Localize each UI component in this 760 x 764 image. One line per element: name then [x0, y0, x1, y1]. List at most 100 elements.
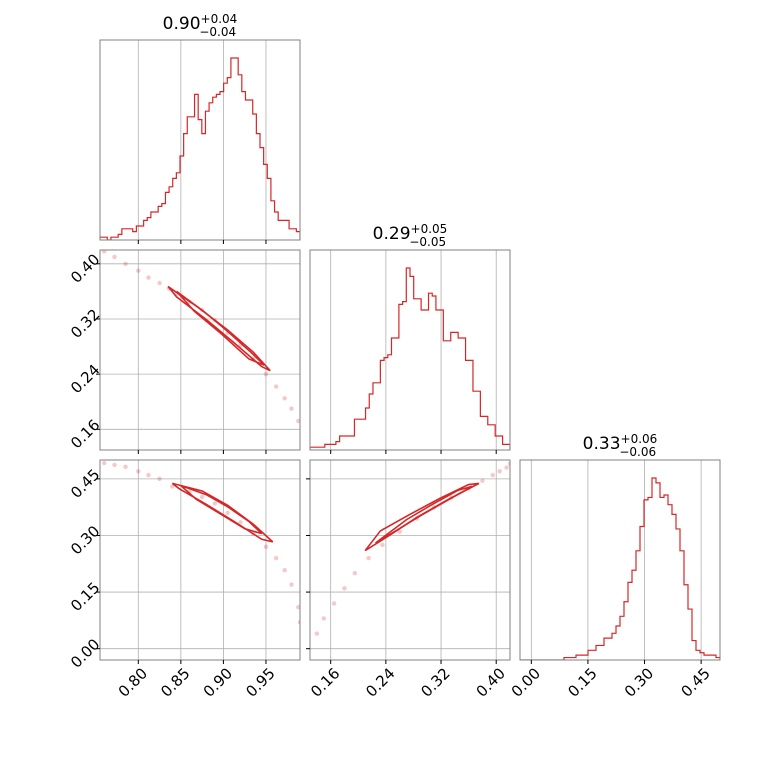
x-tick-label: 0.15 — [564, 664, 600, 700]
scatter-point — [321, 616, 326, 621]
scatter-point — [504, 465, 509, 470]
title-lower: −0.05 — [409, 235, 446, 249]
title-upper: +0.06 — [621, 432, 658, 446]
scatter-point — [123, 261, 128, 266]
panel-title: 0.90+0.04 −0.04 — [163, 12, 238, 39]
scatter-point — [170, 484, 175, 489]
x-tick-label: 0.45 — [678, 664, 714, 700]
scatter-point — [480, 478, 485, 483]
title-lower: −0.04 — [199, 25, 236, 39]
scatter-point — [331, 601, 337, 606]
density-contour — [175, 290, 265, 366]
scatter-point — [136, 469, 141, 474]
panel-frame — [99, 459, 301, 661]
scatter-point — [102, 250, 107, 254]
title-lower: −0.06 — [619, 445, 656, 459]
scatter-point — [102, 460, 107, 466]
hist-panel: 0.90+0.04 −0.04 — [99, 12, 301, 244]
panel-data — [102, 250, 300, 424]
panel-frame — [99, 249, 301, 451]
scatter-point — [297, 620, 300, 625]
scatter-point — [157, 476, 162, 482]
scatter-point — [282, 396, 287, 401]
scatter-point — [225, 510, 230, 516]
panel-data — [100, 57, 300, 240]
x-tick-label: 0.32 — [417, 664, 453, 700]
y-tick-label: 0.00 — [67, 635, 103, 671]
scatter-point — [289, 406, 294, 411]
scatter-point — [212, 501, 218, 506]
x-tick-label: 0.16 — [307, 664, 343, 700]
histogram-step — [520, 477, 720, 660]
y-tick-label: 0.40 — [67, 250, 103, 286]
scatter-point — [273, 384, 279, 389]
title-value: 0.33 — [583, 434, 621, 454]
scatter-point — [352, 571, 358, 576]
x-tick-label: 0.80 — [115, 664, 151, 700]
scatter-point — [366, 555, 371, 561]
y-tick-label: 0.45 — [67, 465, 103, 501]
histogram-step — [100, 57, 300, 240]
histogram-step — [310, 267, 510, 450]
scatter-point — [273, 555, 279, 561]
panel-title: 0.29+0.05 −0.05 — [373, 222, 448, 249]
x-tick-label: 0.95 — [242, 664, 278, 700]
x-tick-label: 0.00 — [508, 664, 544, 700]
panel-frame — [99, 39, 301, 241]
density-contour — [375, 485, 473, 544]
scatter-panel: 0.16 0.24 0.32 0.40 — [67, 249, 301, 454]
panel-data — [314, 461, 510, 636]
scatter-point — [146, 472, 151, 478]
scatter-panel: 0.80 0.85 0.90 0.95 0.00 0.15 0.30 0.45 — [67, 459, 301, 701]
scatter-point — [199, 494, 205, 500]
x-tick-label: 0.24 — [362, 664, 398, 700]
scatter-point — [112, 462, 117, 468]
hist-panel: 0.29+0.05 −0.05 — [309, 222, 511, 454]
scatter-point — [497, 469, 502, 474]
panel-frame — [309, 249, 511, 451]
scatter-point — [282, 567, 287, 573]
panel-data — [310, 267, 510, 450]
title-upper: +0.05 — [411, 222, 448, 236]
scatter-point — [490, 472, 495, 478]
title-value: 0.90 — [163, 14, 201, 34]
scatter-point — [380, 542, 385, 548]
scatter-point — [296, 418, 300, 424]
scatter-point — [146, 275, 151, 280]
y-tick-label: 0.30 — [67, 522, 103, 558]
x-tick-label: 0.30 — [621, 664, 657, 700]
y-tick-label: 0.16 — [67, 416, 103, 452]
scatter-point — [238, 520, 243, 525]
density-contour — [364, 482, 480, 552]
panel-frame — [519, 459, 721, 661]
title-value: 0.29 — [373, 224, 411, 244]
panel-title: 0.33+0.06 −0.06 — [583, 432, 658, 459]
panel-frame — [309, 459, 511, 661]
density-contour — [180, 484, 263, 535]
scatter-point — [397, 529, 402, 534]
hist-panel: 0.33+0.06 −0.06 0.00 0.15 0.30 0.45 — [508, 432, 721, 701]
y-tick-label: 0.24 — [67, 361, 103, 397]
scatter-point — [342, 586, 347, 591]
panel-data — [520, 477, 720, 660]
scatter-point — [296, 604, 300, 610]
scatter-point — [263, 371, 269, 377]
y-tick-label: 0.15 — [67, 579, 103, 615]
scatter-panel: 0.16 0.24 0.32 0.40 — [306, 459, 511, 701]
x-tick-label: 0.85 — [157, 664, 193, 700]
x-tick-label: 0.40 — [473, 664, 509, 700]
title-upper: +0.04 — [201, 12, 238, 26]
scatter-point — [123, 464, 128, 469]
scatter-point — [314, 631, 320, 636]
scatter-point — [136, 268, 141, 273]
y-tick-label: 0.32 — [67, 306, 103, 342]
scatter-point — [289, 582, 294, 587]
scatter-point — [507, 461, 510, 466]
scatter-point — [157, 280, 162, 286]
scatter-point — [263, 544, 269, 549]
panel-data — [102, 460, 300, 625]
scatter-point — [112, 254, 117, 260]
x-tick-label: 0.90 — [200, 664, 236, 700]
